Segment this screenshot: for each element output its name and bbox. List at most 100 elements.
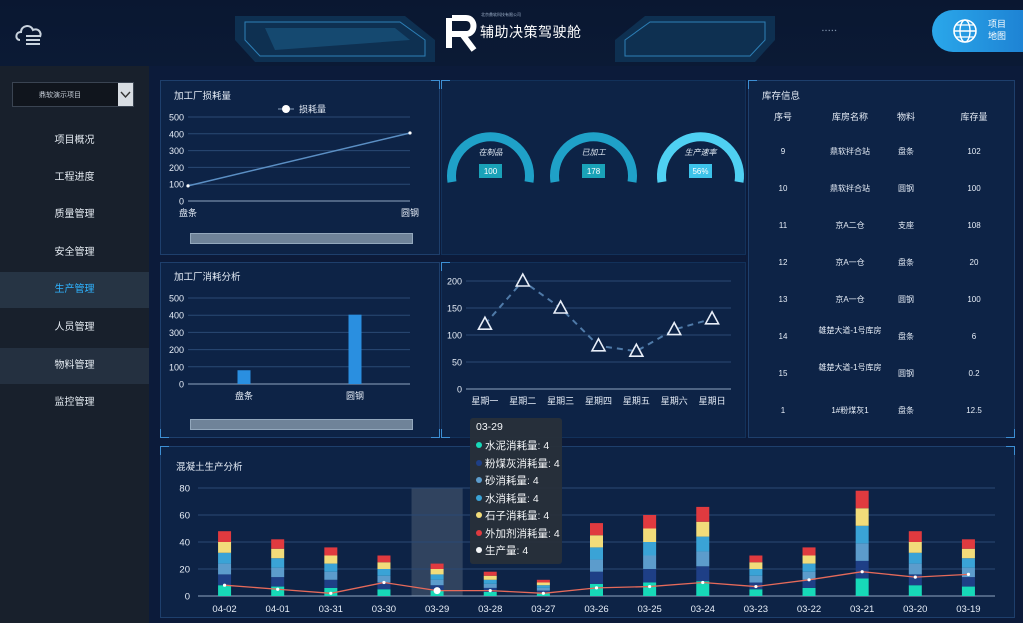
weekly-point[interactable] xyxy=(552,299,569,314)
sidebar-item-safety[interactable]: 安全管理 xyxy=(54,247,95,258)
concrete-bar-segment[interactable] xyxy=(961,567,975,578)
concrete-bar-segment[interactable] xyxy=(590,559,603,572)
sidebar-item-progress[interactable]: 工程进度 xyxy=(54,172,95,183)
concrete-bar-segment[interactable] xyxy=(218,552,232,564)
concrete-bar-segment[interactable] xyxy=(536,579,550,583)
loss-legend-marker[interactable] xyxy=(282,105,290,113)
concrete-bar-segment[interactable] xyxy=(802,579,816,588)
concrete-bar-segment[interactable] xyxy=(855,560,869,579)
concrete-bar-segment[interactable] xyxy=(643,542,657,556)
concrete-bar-segment[interactable] xyxy=(908,563,922,575)
concrete-bar-segment[interactable] xyxy=(430,569,444,575)
concrete-bar-segment[interactable] xyxy=(271,586,285,596)
concrete-bar-segment[interactable] xyxy=(590,535,603,548)
concrete-bar-segment[interactable] xyxy=(324,579,338,588)
sidebar-item-materials[interactable]: 物料管理 xyxy=(0,348,149,384)
concrete-bar-segment[interactable] xyxy=(377,589,391,596)
concrete-bar-segment[interactable] xyxy=(536,585,550,588)
concrete-bar-segment[interactable] xyxy=(430,563,444,569)
concrete-bar-segment[interactable] xyxy=(802,555,816,564)
concrete-bar-segment[interactable] xyxy=(324,571,338,580)
concrete-bar-segment[interactable] xyxy=(483,579,497,584)
concrete-bar-segment[interactable] xyxy=(483,583,497,588)
concrete-bar-segment[interactable] xyxy=(324,563,338,572)
concrete-bar-segment[interactable] xyxy=(483,571,497,576)
concrete-bar-segment[interactable] xyxy=(802,587,816,596)
concrete-bar-segment[interactable] xyxy=(855,490,869,509)
consumption-chart-zoom-slider[interactable] xyxy=(190,419,413,430)
production-point[interactable] xyxy=(433,587,441,595)
concrete-bar-segment[interactable] xyxy=(643,515,657,529)
concrete-bar-segment[interactable] xyxy=(961,586,975,596)
concrete-bar-segment[interactable] xyxy=(377,582,391,590)
production-point[interactable] xyxy=(648,584,652,589)
concrete-bar-segment[interactable] xyxy=(483,591,497,596)
concrete-bar-segment[interactable] xyxy=(908,585,922,596)
concrete-bar-segment[interactable] xyxy=(271,558,285,568)
production-point[interactable] xyxy=(329,591,333,595)
consumption-bar[interactable] xyxy=(237,370,251,384)
concrete-bar-segment[interactable] xyxy=(749,555,763,563)
concrete-bar-segment[interactable] xyxy=(908,552,922,564)
concrete-bar-segment[interactable] xyxy=(696,536,710,552)
concrete-bar-segment[interactable] xyxy=(324,547,338,556)
concrete-bar-segment[interactable] xyxy=(961,577,975,587)
production-point[interactable] xyxy=(860,570,864,574)
concrete-bar-segment[interactable] xyxy=(377,555,391,563)
loss-chart-zoom-slider[interactable] xyxy=(190,233,413,244)
production-point[interactable] xyxy=(701,580,705,585)
concrete-bar-segment[interactable] xyxy=(802,571,816,580)
production-point[interactable] xyxy=(913,575,917,579)
concrete-bar-segment[interactable] xyxy=(590,523,603,536)
concrete-bar-segment[interactable] xyxy=(749,589,763,596)
concrete-bar-segment[interactable] xyxy=(430,579,444,586)
concrete-bar-segment[interactable] xyxy=(377,562,391,569)
weekly-point[interactable] xyxy=(666,320,683,336)
chevron-down-icon[interactable] xyxy=(118,83,133,106)
concrete-bar-segment[interactable] xyxy=(696,566,710,582)
concrete-bar-segment[interactable] xyxy=(590,571,603,584)
concrete-bar-segment[interactable] xyxy=(643,528,657,543)
cloud-menu-icon[interactable] xyxy=(14,20,44,46)
concrete-bar-segment[interactable] xyxy=(536,582,550,586)
concrete-bar-segment[interactable] xyxy=(961,548,975,559)
sidebar-item-overview[interactable]: 项目概况 xyxy=(54,135,95,146)
weekly-point[interactable] xyxy=(590,337,607,352)
concrete-bar-segment[interactable] xyxy=(271,548,285,559)
concrete-bar-segment[interactable] xyxy=(218,531,232,542)
concrete-bar-segment[interactable] xyxy=(855,543,869,561)
concrete-bar-segment[interactable] xyxy=(590,583,603,596)
concrete-bar-segment[interactable] xyxy=(271,539,285,549)
weekly-point[interactable] xyxy=(477,315,493,331)
concrete-bar-segment[interactable] xyxy=(961,558,975,568)
production-point[interactable] xyxy=(222,583,227,587)
production-point[interactable] xyxy=(276,587,280,591)
concrete-bar-segment[interactable] xyxy=(483,575,497,580)
concrete-bar-segment[interactable] xyxy=(643,582,657,597)
consumption-bar[interactable] xyxy=(348,314,362,384)
concrete-bar-segment[interactable] xyxy=(218,563,232,575)
concrete-bar-segment[interactable] xyxy=(855,525,869,544)
concrete-bar-segment[interactable] xyxy=(908,574,922,586)
concrete-bar-segment[interactable] xyxy=(908,542,922,553)
concrete-bar-segment[interactable] xyxy=(218,585,232,596)
concrete-bar-segment[interactable] xyxy=(590,547,603,560)
production-point[interactable] xyxy=(488,589,492,593)
project-map-button[interactable]: 项目地图 xyxy=(932,10,1023,52)
project-select[interactable]: 鼎软演示项目 xyxy=(12,82,134,107)
concrete-bar-segment[interactable] xyxy=(430,574,444,580)
concrete-bar-segment[interactable] xyxy=(218,574,232,586)
concrete-bar-segment[interactable] xyxy=(696,506,710,522)
concrete-bar-segment[interactable] xyxy=(271,567,285,578)
production-point[interactable] xyxy=(541,591,545,595)
concrete-bar-segment[interactable] xyxy=(802,547,816,556)
concrete-bar-segment[interactable] xyxy=(802,563,816,572)
sidebar-item-quality[interactable]: 质量管理 xyxy=(54,209,95,220)
production-point[interactable] xyxy=(382,580,386,585)
concrete-bar-segment[interactable] xyxy=(961,539,975,549)
concrete-bar-segment[interactable] xyxy=(855,508,869,526)
concrete-bar-segment[interactable] xyxy=(643,555,657,570)
production-point[interactable] xyxy=(966,572,971,576)
weekly-point[interactable] xyxy=(704,310,720,325)
sidebar-item-personnel[interactable]: 人员管理 xyxy=(54,322,95,333)
